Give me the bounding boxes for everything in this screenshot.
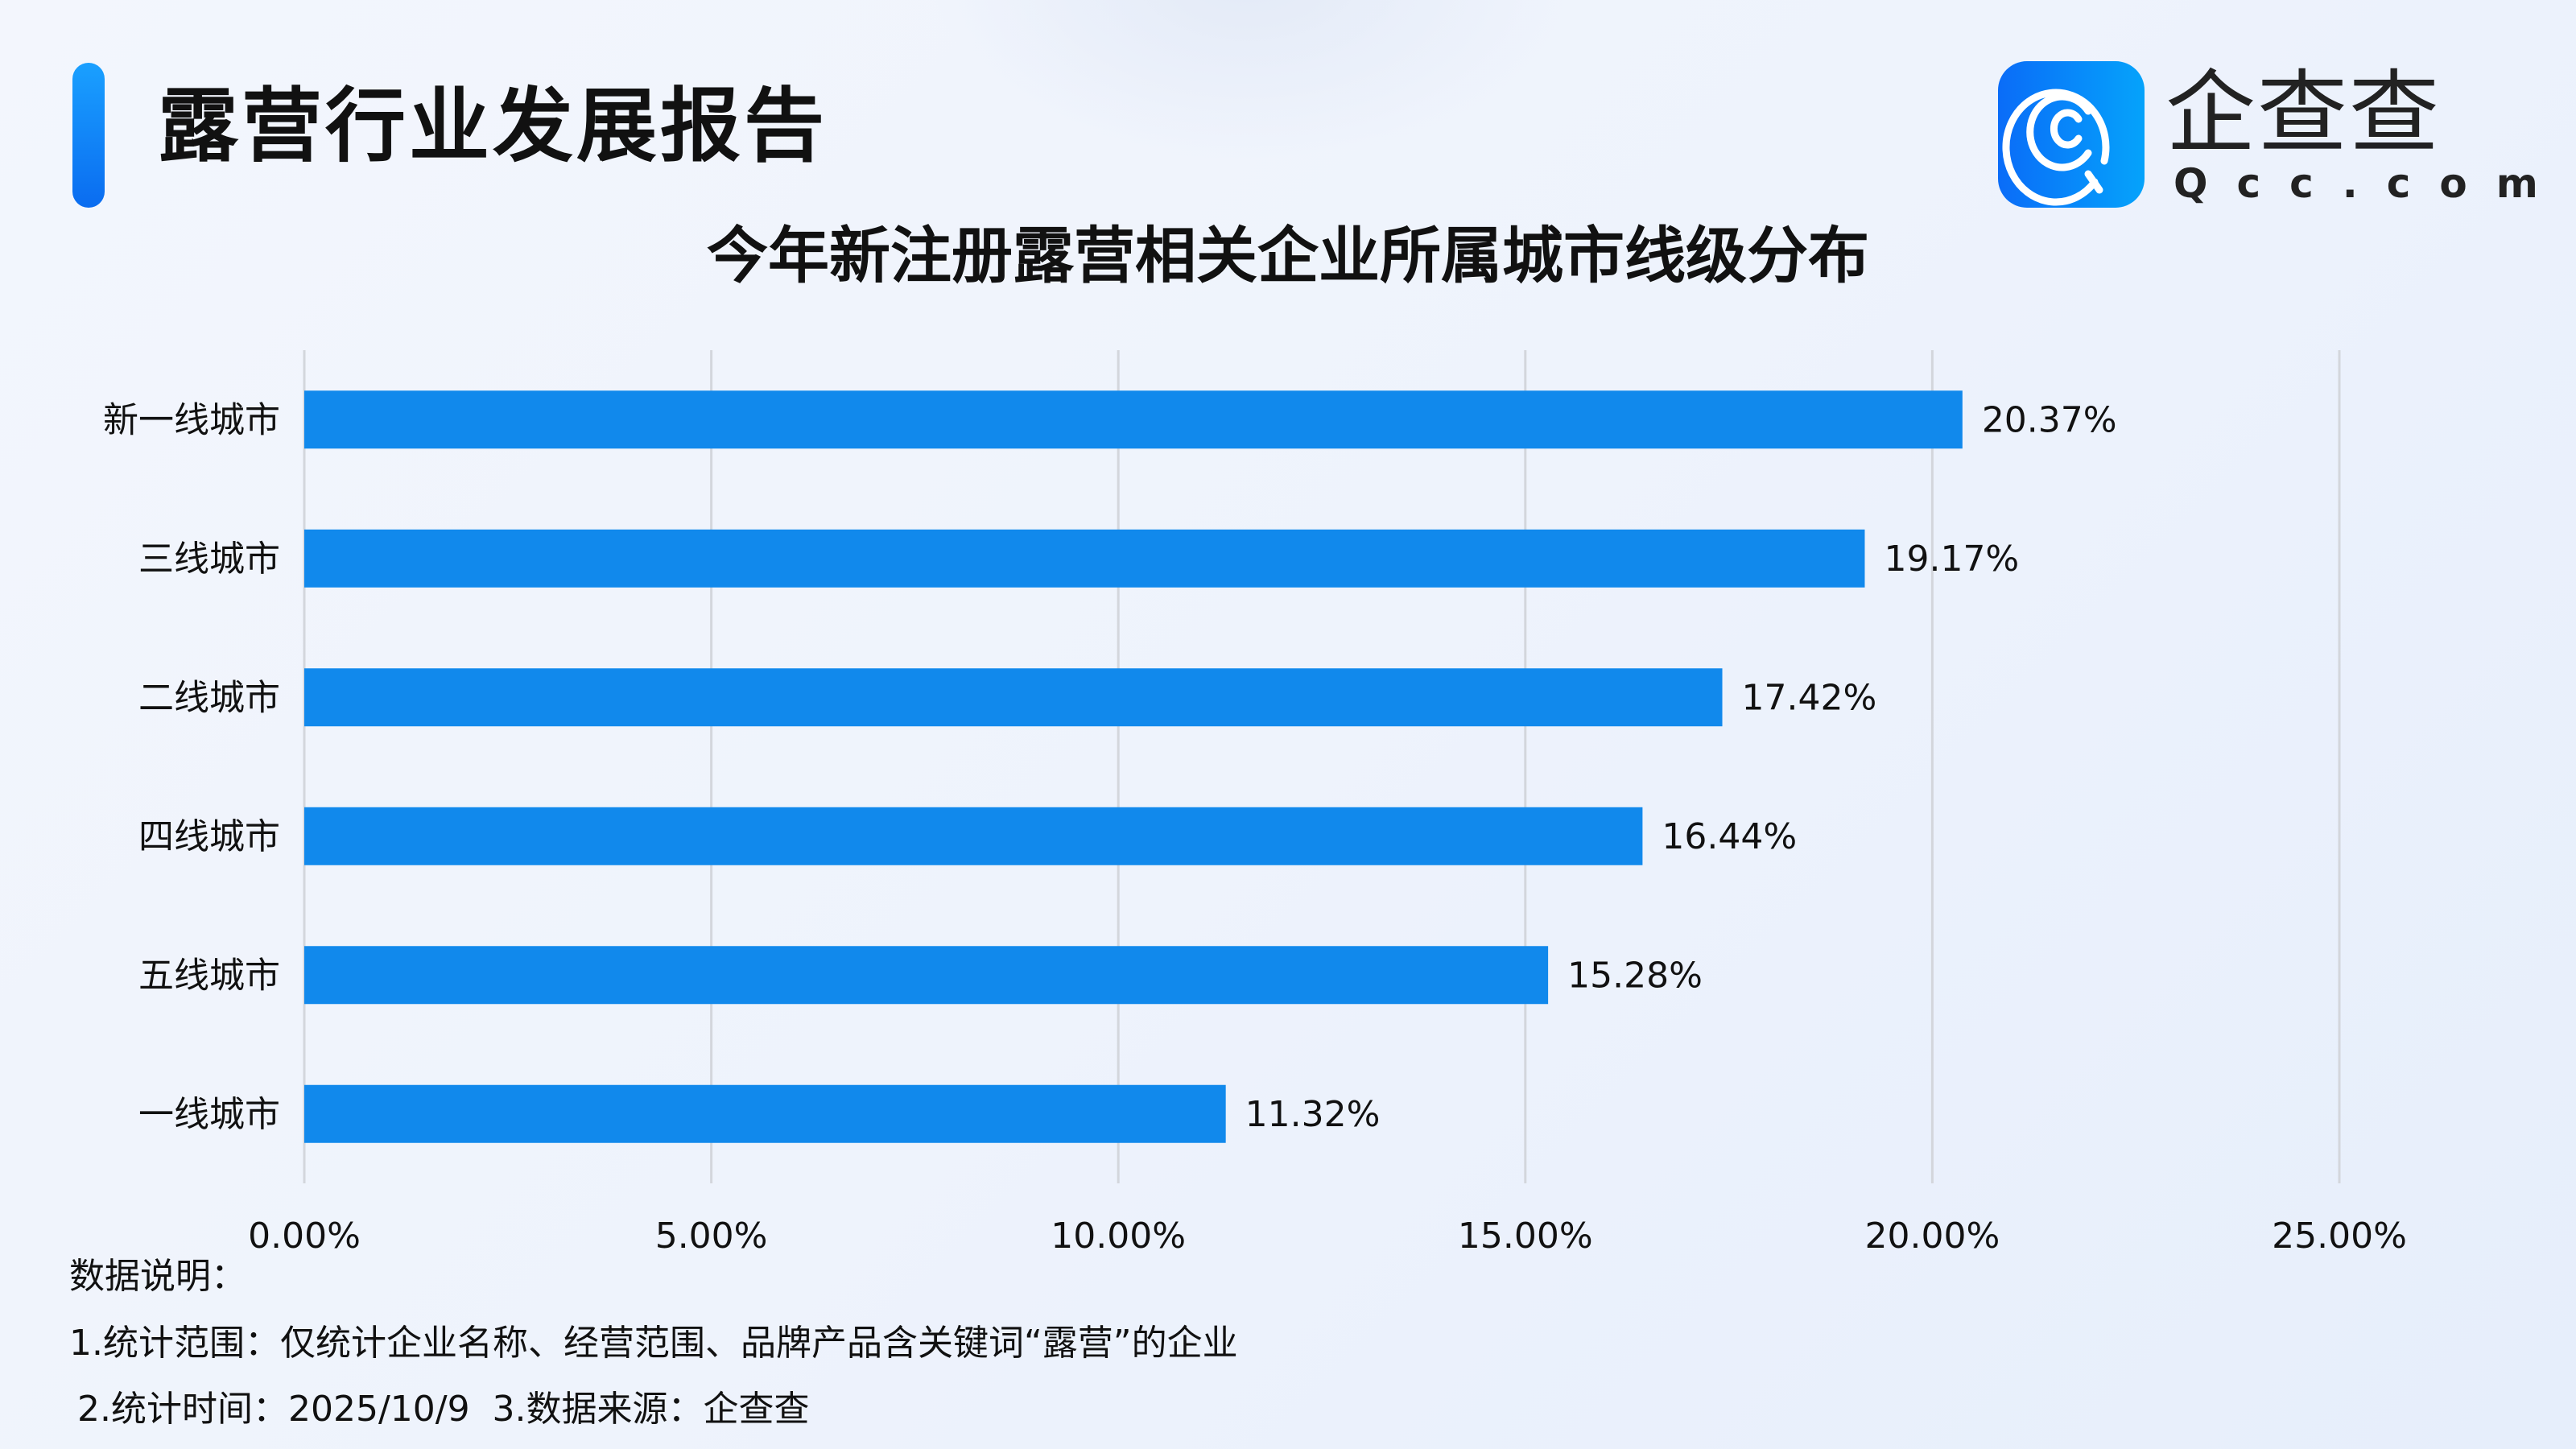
qcc-logo-text: 企查查 [2165,61,2441,166]
bar [304,807,1643,865]
notes-scope: 1.统计范围：仅统计企业名称、经营范围、品牌产品含关键词“露营”的企业 [69,1323,1238,1364]
value-label: 11.32% [1245,1094,1381,1135]
bar [304,529,1865,588]
category-label: 四线城市 [138,816,280,857]
x-tick-label: 5.00% [655,1216,768,1257]
title-accent-bar [72,63,105,208]
value-label: 19.17% [1884,539,2019,580]
category-label: 新一线城市 [103,399,280,440]
notes-heading: 数据说明： [69,1256,246,1297]
bar [304,1084,1226,1143]
category-label: 二线城市 [138,677,280,718]
value-label: 17.42% [1742,677,1877,718]
value-label: 16.44% [1662,816,1797,857]
x-tick-label: 0.00% [248,1216,361,1257]
value-label: 15.28% [1567,955,1703,996]
x-tick-label: 10.00% [1051,1216,1186,1257]
bar [304,668,1723,727]
notes-time-source: 2.统计时间：2025/10/9 3.数据来源：企查查 [77,1389,810,1430]
qcc-logo-domain: Qcc.com [2174,160,2567,207]
value-label: 20.37% [1982,399,2117,440]
category-label: 三线城市 [138,539,280,580]
bar [304,390,1963,449]
category-label: 五线城市 [138,955,280,996]
bar [304,946,1549,1005]
chart-title: 今年新注册露营相关企业所属城市线级分布 [707,220,1869,291]
category-label: 一线城市 [138,1094,280,1135]
page-title: 露营行业发展报告 [158,79,828,173]
x-tick-label: 25.00% [2272,1216,2407,1257]
x-tick-label: 15.00% [1458,1216,1593,1257]
qcc-logo-icon [1998,61,2145,208]
x-tick-label: 20.00% [1865,1216,2000,1257]
